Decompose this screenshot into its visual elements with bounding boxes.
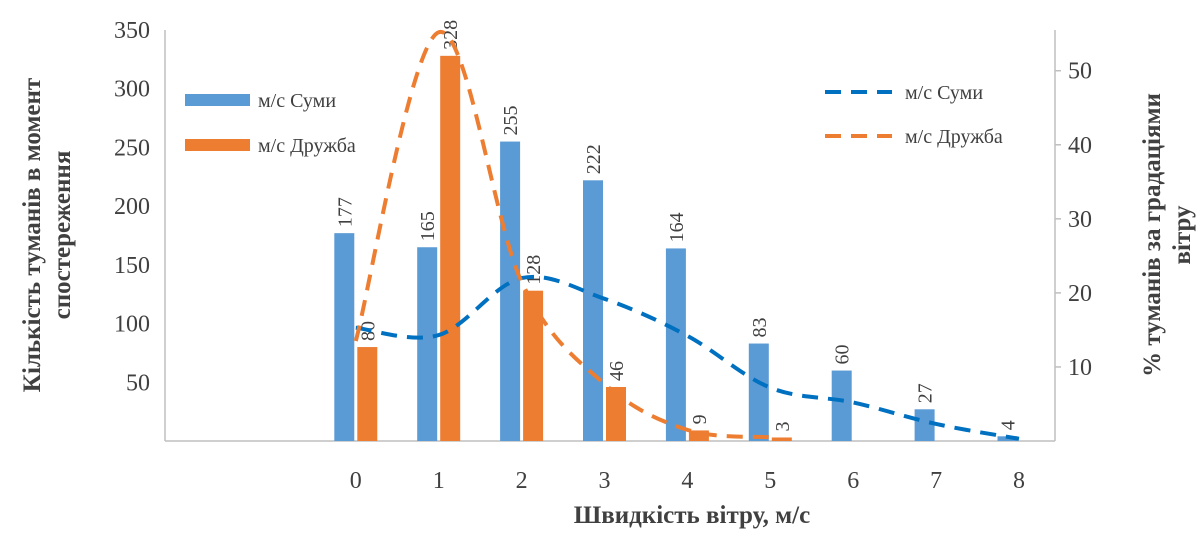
y-tick-label: 250: [114, 135, 150, 161]
y2-tick-label: 20: [1068, 281, 1092, 307]
y2-axis-title: вітру: [1169, 205, 1196, 265]
x-tick-label: 2: [516, 468, 528, 494]
legend-label: м/с Дружба: [258, 135, 356, 157]
bar: [831, 370, 852, 441]
y-tick-label: 350: [114, 18, 150, 44]
bar: [523, 290, 544, 441]
value-label: 164: [666, 212, 688, 242]
value-label: 4: [998, 420, 1020, 430]
x-tick-label: 0: [350, 468, 362, 494]
bar: [688, 430, 709, 441]
legend-label: м/с Суми: [905, 82, 983, 104]
x-tick-label: 5: [764, 468, 776, 494]
value-label: 128: [523, 255, 545, 285]
bar: [606, 386, 626, 441]
x-tick-label: 1: [433, 468, 445, 494]
y-tick-label: 150: [114, 253, 150, 279]
bar: [914, 409, 935, 441]
y-tick-label: 50: [126, 370, 150, 396]
x-tick-label: 7: [930, 468, 942, 494]
y-tick-label: 100: [114, 312, 150, 338]
bar: [357, 347, 378, 441]
y2-tick-label: 30: [1068, 207, 1092, 233]
value-label: 83: [749, 318, 771, 338]
value-label: 165: [417, 211, 439, 241]
y2-tick-label: 10: [1068, 355, 1092, 381]
y-axis-title: спостереження: [49, 151, 76, 320]
bar: [417, 247, 438, 441]
value-label: 222: [583, 144, 605, 174]
value-label: 255: [500, 106, 522, 136]
bar: [665, 248, 686, 441]
bar: [771, 437, 792, 441]
legend-swatch: [185, 94, 250, 106]
x-tick-label: 3: [599, 468, 611, 494]
y2-tick-label: 50: [1068, 59, 1092, 85]
value-label: 3: [772, 421, 794, 431]
bar: [500, 141, 521, 442]
value-label: 27: [915, 383, 937, 403]
line: [355, 274, 1020, 441]
bar: [440, 55, 461, 441]
bar: [583, 180, 603, 441]
value-label: 177: [334, 197, 356, 227]
y2-axis-title: % туманів за градаціями: [1139, 93, 1166, 377]
bar: [748, 343, 769, 441]
x-tick-label: 4: [681, 468, 693, 494]
y-tick-label: 300: [114, 77, 150, 103]
x-tick-label: 6: [847, 468, 859, 494]
legend-swatch: [185, 139, 250, 151]
line: [353, 30, 771, 440]
y-tick-label: 200: [114, 194, 150, 220]
value-label: 9: [689, 414, 711, 424]
value-label: 328: [440, 20, 462, 50]
y-axis-title: Кількість туманів в момент: [19, 78, 46, 392]
x-tick-label: 8: [1013, 468, 1025, 494]
x-axis-title: Швидкість вітру, м/с: [574, 502, 810, 529]
value-label: 46: [606, 361, 628, 381]
legend-label: м/с Дружба: [905, 126, 1003, 148]
bar: [334, 233, 355, 441]
y2-tick-label: 40: [1068, 133, 1092, 159]
legend-label: м/с Суми: [258, 90, 336, 112]
value-label: 60: [832, 345, 854, 365]
